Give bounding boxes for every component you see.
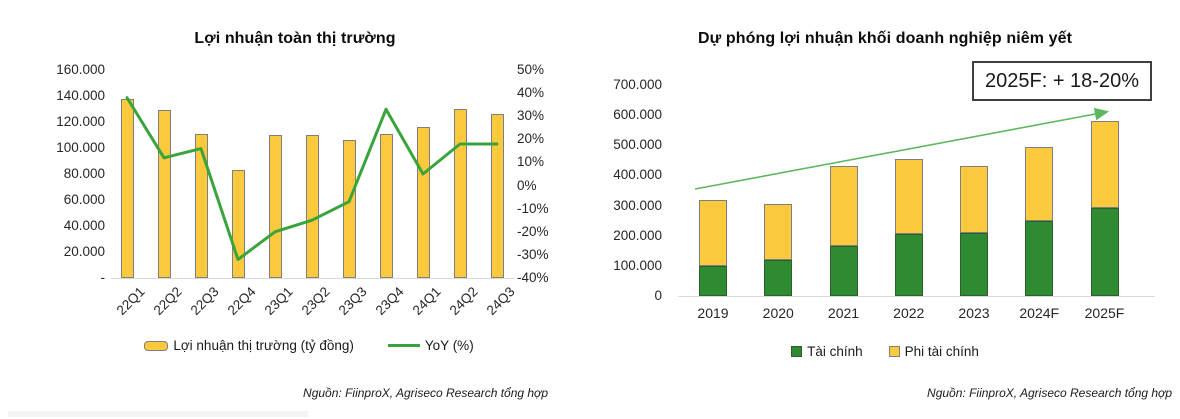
y-left-tick-label: 160.000	[56, 62, 105, 77]
market-profit-chart-panel: Lợi nhuận toàn thị trường Lợi nhuận thị …	[56, 30, 549, 400]
x-axis-line	[111, 278, 515, 279]
forecast-annotation-label: 2025F: + 18-20%	[985, 69, 1139, 92]
profit-bar-22Q3	[194, 133, 208, 278]
yoy-line-swatch	[387, 344, 420, 347]
y-right-tick-label: -40%	[517, 270, 549, 285]
y-right-tick-label: 40%	[517, 85, 545, 101]
legend-item-nonfinancial: Phi tài chính	[888, 344, 979, 359]
x-tick-label-23Q1: 23Q1	[261, 284, 296, 318]
profit-bar-23Q4	[379, 133, 393, 278]
next-section-divider	[8, 411, 308, 417]
profit-bar-23Q2	[305, 135, 319, 278]
y-right-tick-label: -30%	[517, 246, 549, 262]
x-tick-label-2023: 2023	[958, 305, 990, 321]
profit-bar-23Q1	[268, 135, 282, 278]
forecast-legend: Tài chính Phi tài chính	[590, 344, 1180, 359]
x-tick-label-2022: 2022	[893, 305, 925, 321]
financial-bar-2020	[764, 259, 793, 296]
forecast-plot-area	[685, 85, 1145, 296]
nonfinancial-bar-2022	[894, 158, 923, 235]
y-left-tick-label: 40.000	[63, 218, 105, 233]
trend-arrow-layer	[694, 107, 1110, 190]
financial-bar-2024F	[1025, 221, 1054, 296]
x-tick-label-24Q2: 24Q2	[446, 284, 481, 318]
y-left-tick-label: 140.000	[56, 88, 105, 103]
y-right-tick-label: -10%	[517, 200, 549, 216]
y-right-tick-label: 20%	[517, 131, 545, 147]
nonfinancial-bar-2025F	[1090, 121, 1119, 208]
y-left-tick-label: 120.000	[56, 114, 105, 129]
y-tick-label: 300.000	[613, 197, 662, 213]
yoy-line-layer	[125, 96, 499, 261]
y-tick-label: 200.000	[613, 227, 662, 243]
x-tick-label-23Q3: 23Q3	[335, 284, 370, 318]
y-right-tick-label: -20%	[517, 223, 549, 239]
y-tick-label: 600.000	[613, 107, 662, 123]
profit-bar-24Q1	[416, 127, 430, 278]
x-tick-label-2020: 2020	[762, 305, 794, 321]
y-tick-label: 700.000	[613, 77, 662, 92]
nonfinancial-bar-2023	[960, 166, 988, 233]
trend-arrow	[694, 107, 1110, 190]
y-right-tick-label: 0%	[517, 177, 537, 193]
y-left-tick-label: 80.000	[63, 166, 105, 181]
legend-item-profit: Lợi nhuận thị trường (tỷ đồng)	[144, 338, 354, 353]
financial-bar-2019	[699, 265, 727, 296]
y-left-tick-label: 60.000	[63, 192, 105, 207]
forecast-annotation-box: 2025F: + 18-20%	[972, 61, 1152, 101]
y-left-tick-label: 20.000	[63, 244, 105, 259]
y-tick-label: 500.000	[613, 137, 662, 153]
y-right-tick-label: 10%	[517, 154, 545, 170]
profit-bar-24Q2	[453, 109, 467, 278]
x-tick-label-22Q4: 22Q4	[224, 284, 259, 318]
market-profit-chart-title: Lợi nhuận toàn thị trường	[194, 30, 396, 47]
x-tick-label-22Q2: 22Q2	[150, 284, 185, 318]
y-tick-label: 400.000	[613, 167, 662, 183]
legend-label-profit: Lợi nhuận thị trường (tỷ đồng)	[173, 338, 354, 353]
legend-label-financial: Tài chính	[807, 344, 863, 359]
x-tick-label-24Q1: 24Q1	[409, 284, 444, 318]
y-left-tick-label: -	[100, 270, 106, 285]
legend-label-yoy: YoY (%)	[424, 338, 474, 353]
x-axis-line	[678, 296, 1155, 297]
x-tick-label-2025F: 2025F	[1084, 305, 1125, 321]
yoy-line	[125, 96, 499, 261]
legend-label-nonfinancial: Phi tài chính	[904, 344, 979, 359]
legend-item-financial: Tài chính	[791, 344, 863, 359]
x-tick-label-2019: 2019	[697, 305, 729, 321]
y-tick-label: 0	[654, 288, 662, 303]
forecast-chart-title: Dự phóng lợi nhuận khối doanh nghiệp niê…	[697, 30, 1073, 47]
x-tick-label-24Q3: 24Q3	[483, 284, 518, 318]
financial-bar-2023	[960, 232, 988, 296]
x-tick-label-22Q1: 22Q1	[113, 284, 148, 318]
y-right-tick-label: 30%	[517, 108, 545, 124]
profit-bar-24Q3	[490, 114, 504, 278]
forecast-source: Nguồn: FiinproX, Agriseco Research tổng …	[927, 386, 1172, 400]
nonfinancial-bar-2021	[829, 166, 858, 247]
nonfinancial-bar-2019	[699, 199, 727, 266]
x-tick-label-23Q4: 23Q4	[372, 284, 407, 318]
financial-bar-2022	[894, 234, 923, 296]
x-tick-label-2021: 2021	[827, 305, 860, 321]
forecast-chart-panel: Dự phóng lợi nhuận khối doanh nghiệp niê…	[590, 0, 1180, 419]
nonfinancial-swatch	[888, 346, 900, 357]
y-right-tick-label: 50%	[517, 62, 545, 77]
y-left-tick-label: 100.000	[56, 140, 105, 155]
y-tick-label: 100.000	[613, 257, 662, 273]
legend-item-yoy: YoY (%)	[387, 338, 474, 353]
market-profit-plot-area	[115, 70, 512, 278]
financial-bar-2021	[829, 246, 858, 296]
x-tick-label-2024F: 2024F	[1019, 305, 1060, 321]
market-profit-source: Nguồn: FiinproX, Agriseco Research tổng …	[303, 386, 548, 400]
financial-swatch	[791, 346, 803, 357]
x-tick-label-22Q3: 22Q3	[187, 284, 222, 318]
financial-bar-2025F	[1090, 207, 1119, 296]
market-profit-legend: Lợi nhuận thị trường (tỷ đồng) YoY (%)	[14, 338, 604, 353]
profit-bar-23Q3	[342, 140, 356, 278]
nonfinancial-bar-2024F	[1025, 146, 1054, 222]
x-tick-label-23Q2: 23Q2	[298, 284, 333, 318]
nonfinancial-bar-2020	[764, 204, 793, 260]
profit-bar-swatch	[144, 340, 169, 351]
